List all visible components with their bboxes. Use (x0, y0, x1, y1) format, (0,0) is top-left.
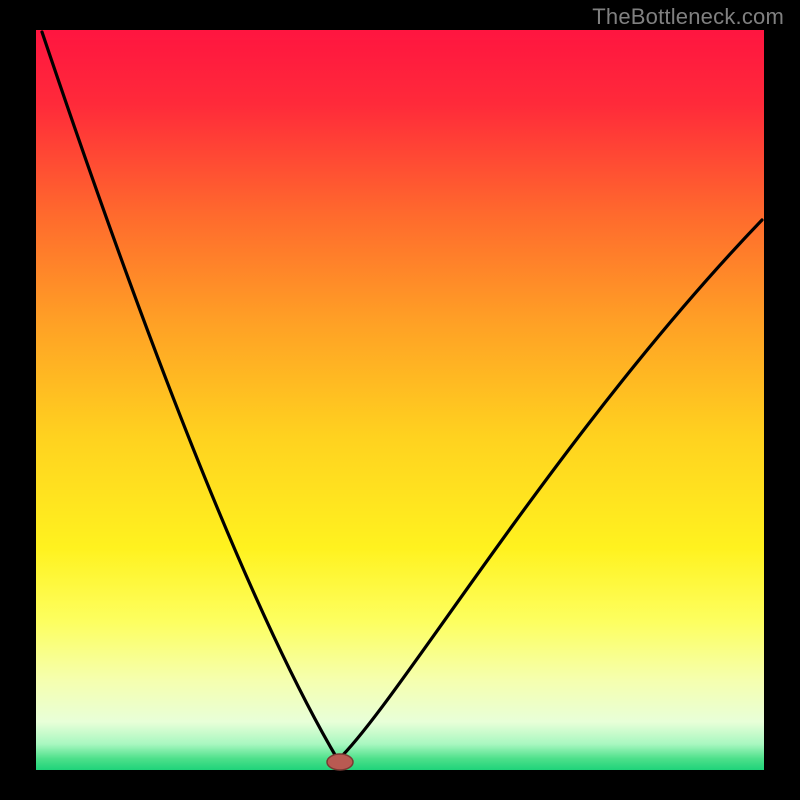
chart-stage: TheBottleneck.com (0, 0, 800, 800)
watermark-text: TheBottleneck.com (592, 4, 784, 30)
gradient-panel (36, 30, 764, 770)
bottleneck-chart-svg (0, 0, 800, 800)
optimal-point-marker (327, 754, 353, 770)
